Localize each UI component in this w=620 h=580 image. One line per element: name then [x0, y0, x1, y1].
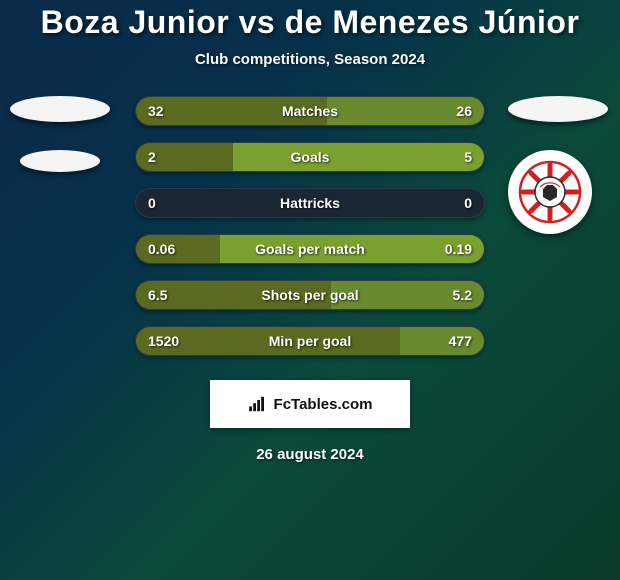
- stat-row: 2 Goals 5: [135, 142, 485, 172]
- stat-value-left: 1520: [148, 333, 179, 349]
- stat-row: 6.5 Shots per goal 5.2: [135, 280, 485, 310]
- content-wrapper: Boza Junior vs de Menezes Júnior Club co…: [0, 0, 620, 580]
- fctables-logo-icon: [248, 396, 268, 412]
- page-subtitle: Club competitions, Season 2024: [195, 51, 425, 68]
- main-area: 32 Matches 26 2 Goals 5 0 Hattricks 0 0.06 Goals p…: [0, 96, 620, 356]
- stat-label: Goals per match: [255, 241, 365, 257]
- stat-value-left: 0.06: [148, 241, 175, 257]
- player-badge-placeholder: [20, 150, 100, 172]
- page-title: Boza Junior vs de Menezes Júnior: [41, 4, 580, 41]
- stat-row: 0.06 Goals per match 0.19: [135, 234, 485, 264]
- club-crest-icon: [515, 157, 585, 227]
- stat-row: 32 Matches 26: [135, 96, 485, 126]
- footer-brand-text: FcTables.com: [274, 396, 373, 413]
- stat-value-right: 0.19: [445, 241, 472, 257]
- stat-bar-right: [233, 143, 484, 171]
- stat-value-right: 5: [464, 149, 472, 165]
- stat-value-right: 5.2: [453, 287, 472, 303]
- stat-value-left: 6.5: [148, 287, 167, 303]
- stat-row: 1520 Min per goal 477: [135, 326, 485, 356]
- stat-label: Goals: [291, 149, 330, 165]
- left-badges-column: [10, 96, 110, 200]
- date-label: 26 august 2024: [256, 446, 364, 463]
- stat-label: Matches: [282, 103, 338, 119]
- stat-value-right: 26: [456, 103, 472, 119]
- stat-value-left: 32: [148, 103, 164, 119]
- stat-value-right: 0: [464, 195, 472, 211]
- stats-list: 32 Matches 26 2 Goals 5 0 Hattricks 0 0.06 Goals p…: [135, 96, 485, 356]
- stat-value-right: 477: [449, 333, 472, 349]
- footer-brand-box[interactable]: FcTables.com: [210, 380, 410, 428]
- right-badges-column: [508, 96, 608, 234]
- stat-label: Hattricks: [280, 195, 340, 211]
- stat-value-left: 0: [148, 195, 156, 211]
- stat-label: Min per goal: [269, 333, 351, 349]
- player-badge-placeholder: [10, 96, 110, 122]
- stat-value-left: 2: [148, 149, 156, 165]
- player-badge-placeholder: [508, 96, 608, 122]
- stat-label: Shots per goal: [261, 287, 358, 303]
- club-badge: [508, 150, 592, 234]
- stat-row: 0 Hattricks 0: [135, 188, 485, 218]
